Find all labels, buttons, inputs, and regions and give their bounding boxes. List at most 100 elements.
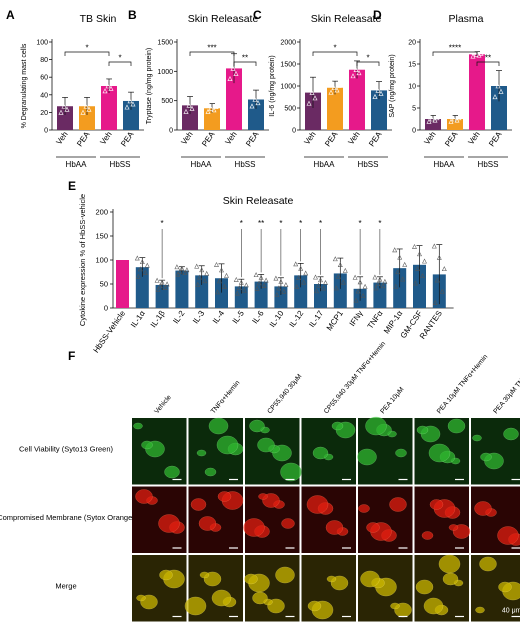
chart-a: TB Skin% Degranulating mast cells0204060… — [21, 13, 144, 169]
significance-label: *** — [207, 44, 216, 53]
panel-letter-b: B — [128, 8, 137, 22]
group-label: HbSS — [358, 160, 379, 169]
column-label: TNFα+Hemin — [210, 379, 242, 415]
data-point — [373, 275, 377, 279]
y-tick-label: 10 — [408, 84, 416, 91]
data-point — [185, 97, 189, 101]
significance-bracket — [109, 62, 131, 66]
cell-blob — [390, 498, 407, 512]
y-tick-label: 1000 — [280, 84, 296, 91]
cell-blob — [281, 463, 302, 481]
data-point — [333, 257, 337, 261]
data-point — [337, 83, 341, 87]
cell-blob — [439, 555, 460, 573]
data-point — [423, 259, 427, 263]
data-point — [89, 101, 93, 105]
significance-bracket — [190, 52, 234, 56]
x-tick-label: HbSS-Vehicle — [91, 309, 127, 355]
cell-blob — [366, 417, 387, 435]
chart-title: Plasma — [448, 13, 483, 25]
micrograph-tile — [302, 487, 357, 554]
significance-label: * — [359, 219, 362, 228]
x-tick-label: Veh — [466, 130, 481, 146]
micrograph-tile — [358, 487, 413, 554]
x-tick-label: Veh — [302, 130, 317, 146]
cell-blob — [367, 523, 380, 533]
cell-blob — [258, 438, 275, 452]
y-tick-label: 0 — [169, 128, 173, 135]
data-point — [82, 98, 86, 102]
data-point — [304, 271, 308, 275]
cell-blob — [307, 496, 328, 514]
panel-letter-a: A — [6, 8, 15, 22]
data-point — [175, 265, 179, 269]
group-label: HbSS — [110, 160, 131, 169]
column-label: PEA 30μM TNFα+Hemin — [492, 353, 520, 415]
x-tick-label: PEA — [487, 129, 504, 148]
cell-blob — [134, 423, 143, 429]
group-label: HbSS — [235, 160, 256, 169]
y-tick-label: 1000 — [157, 69, 173, 76]
x-tick-label: Veh — [422, 130, 437, 146]
data-point — [359, 65, 363, 69]
cell-blob — [476, 607, 485, 613]
group-label: HbAA — [191, 160, 213, 169]
data-point — [155, 278, 159, 282]
panel-letter-f: F — [68, 349, 75, 363]
cell-blob — [160, 570, 173, 580]
x-tick-label: IL-12 — [288, 309, 306, 330]
x-tick-label: Veh — [223, 130, 238, 146]
x-tick-label: PEA — [200, 129, 217, 148]
y-tick-label: 0 — [104, 304, 108, 313]
cell-blob — [308, 601, 321, 611]
cell-blob — [218, 492, 231, 502]
x-tick-label: IFNγ — [348, 309, 365, 328]
group-label: HbAA — [314, 160, 336, 169]
significance-label: * — [319, 219, 322, 228]
cell-blob — [498, 527, 519, 545]
group-label: HbAA — [66, 160, 88, 169]
cell-blob — [422, 532, 433, 540]
x-tick-label: IL-10 — [268, 309, 286, 330]
cell-blob — [253, 592, 268, 604]
y-tick-label: 150 — [95, 232, 108, 241]
y-tick-label: 15 — [408, 62, 416, 69]
cell-blob — [449, 525, 458, 531]
significance-label: ** — [258, 219, 264, 228]
cell-blob — [200, 572, 209, 578]
bar — [116, 260, 129, 308]
x-tick-label: IL-1β — [149, 309, 167, 330]
y-tick-label: 5 — [412, 106, 416, 113]
cell-blob — [480, 557, 497, 571]
cell-blob — [424, 598, 443, 614]
data-point — [284, 283, 288, 287]
cell-blob — [481, 453, 492, 461]
data-point — [315, 85, 319, 89]
y-tick-label: 0 — [44, 128, 48, 135]
cell-blob — [504, 428, 519, 440]
cell-blob — [416, 580, 433, 594]
x-tick-label: Veh — [346, 130, 361, 146]
cell-blob — [282, 519, 295, 529]
bar — [349, 70, 365, 130]
significance-label: * — [299, 219, 302, 228]
y-axis-label: SAP (ng/mg protein) — [389, 54, 396, 117]
data-point — [133, 96, 137, 100]
chart-title: Skin Releasate — [223, 195, 294, 207]
y-tick-label: 50 — [100, 280, 108, 289]
x-tick-label: IL-5 — [231, 309, 247, 326]
data-point — [135, 256, 139, 260]
y-tick-label: 0 — [292, 128, 296, 135]
significance-label: * — [161, 219, 164, 228]
cell-blob — [361, 571, 380, 587]
cell-blob — [197, 450, 206, 456]
cell-blob — [136, 490, 153, 504]
cell-blob — [165, 466, 180, 478]
data-point — [225, 274, 229, 278]
y-tick-label: 0 — [412, 128, 416, 135]
micrograph-tile — [415, 487, 470, 554]
data-point — [234, 278, 238, 282]
y-axis-label: IL-6 (ng/mg protein) — [269, 55, 276, 116]
